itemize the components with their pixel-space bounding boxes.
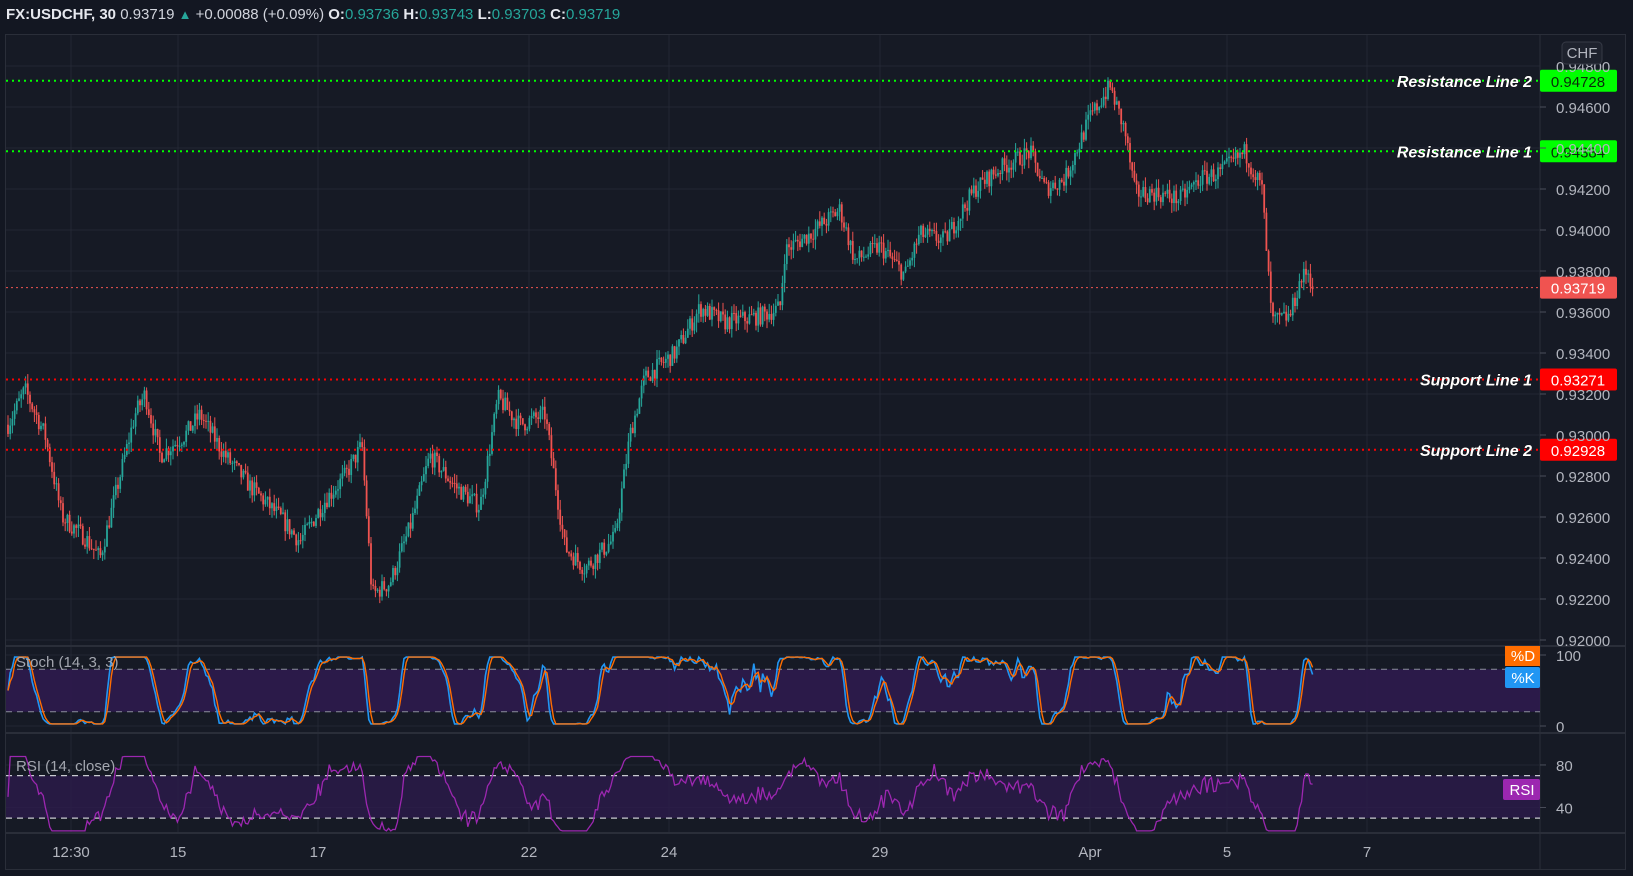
svg-text:CHF: CHF xyxy=(1567,45,1598,62)
time-tick: 7 xyxy=(1363,844,1371,861)
time-tick: 17 xyxy=(310,844,327,861)
symbol-title[interactable]: FX:USDCHF, 30 xyxy=(6,6,117,23)
level-price-tag: 0.92928 xyxy=(1540,438,1617,461)
chart-frame xyxy=(5,34,1626,870)
indicator-tick: 100 xyxy=(1556,648,1581,665)
price-tick: 0.93400 xyxy=(1556,346,1610,363)
high-value: 0.93743 xyxy=(419,6,474,23)
svg-text:RSI: RSI xyxy=(1509,782,1534,799)
time-tick: Apr xyxy=(1078,844,1101,861)
level-resistance-line-1[interactable]: Resistance Line 1 0.94384 xyxy=(6,140,1617,163)
time-tick: 15 xyxy=(170,844,187,861)
svg-text:0.93271: 0.93271 xyxy=(1551,372,1605,389)
low-value: 0.93703 xyxy=(491,6,546,23)
open-label: O: xyxy=(328,6,345,23)
svg-text:%K: %K xyxy=(1511,670,1534,687)
price-tick: 0.92600 xyxy=(1556,510,1610,527)
svg-text:0.94384: 0.94384 xyxy=(1551,144,1605,161)
symbol-header: FX:USDCHF, 30 0.93719 ▲ +0.00088 (+0.09%… xyxy=(6,6,620,28)
price-tick: 0.93800 xyxy=(1556,264,1610,281)
indicator-lines xyxy=(7,654,1314,832)
price-change: +0.00088 (+0.09%) xyxy=(195,6,325,23)
last-price: 0.93719 xyxy=(120,6,175,23)
last-price-tag: 0.93719 xyxy=(1540,276,1617,299)
price-tick: 0.92000 xyxy=(1556,633,1610,650)
high-label: H: xyxy=(403,6,420,23)
level-price-tag: 0.94728 xyxy=(1540,69,1617,92)
stoch-k-tag: %K xyxy=(1505,667,1540,688)
rsi-tag: RSI xyxy=(1503,779,1540,800)
level-price-tag: 0.93271 xyxy=(1540,368,1617,391)
candlestick-series xyxy=(7,77,1314,604)
price-tick: 0.93000 xyxy=(1556,428,1610,445)
stoch-d-line xyxy=(7,656,1314,725)
axes: 0.94600 0.94400 0.94200 0.94000 0.93800 0.936… xyxy=(16,41,1610,861)
time-tick: 5 xyxy=(1223,844,1231,861)
level-label: Resistance Line 1 xyxy=(1397,144,1532,161)
level-label: Resistance Line 2 xyxy=(1397,74,1532,91)
close-label: C: xyxy=(550,6,566,23)
time-tick: 24 xyxy=(661,844,678,861)
price-tick: 0.92400 xyxy=(1556,551,1610,568)
stoch-title[interactable]: Stoch (14, 3, 3) xyxy=(16,654,119,671)
price-tick: 0.92800 xyxy=(1556,469,1610,486)
svg-text:0.94728: 0.94728 xyxy=(1551,74,1605,91)
rsi-line xyxy=(7,755,1313,832)
svg-text:%D: %D xyxy=(1511,648,1535,665)
price-tick: 0.94200 xyxy=(1556,182,1610,199)
svg-text:0.93719: 0.93719 xyxy=(1551,281,1605,298)
svg-text:0.92928: 0.92928 xyxy=(1551,443,1605,460)
level-label: Support Line 1 xyxy=(1420,372,1532,389)
open-value: 0.93736 xyxy=(344,6,400,23)
rsi-title[interactable]: RSI (14, close) xyxy=(16,758,115,775)
indicator-tick: 40 xyxy=(1556,800,1573,817)
price-tick: 0.94400 xyxy=(1556,141,1610,158)
grid-lines xyxy=(6,35,1626,870)
level-price-tag: 0.94384 xyxy=(1540,140,1617,163)
indicator-tick: 80 xyxy=(1556,758,1573,775)
level-support-line-2[interactable]: Support Line 2 0.92928 xyxy=(6,438,1617,461)
level-label: Support Line 2 xyxy=(1420,443,1532,460)
indicator-bands xyxy=(6,668,1540,819)
low-label: L: xyxy=(477,6,492,23)
price-tick: 0.94600 xyxy=(1556,100,1610,117)
price-tick: 0.94000 xyxy=(1556,223,1610,240)
price-tick: 0.92200 xyxy=(1556,592,1610,609)
price-tick: 0.93600 xyxy=(1556,305,1610,322)
price-tick: 0.93200 xyxy=(1556,387,1610,404)
stoch-d-tag: %D xyxy=(1505,646,1540,666)
time-tick: 29 xyxy=(872,844,889,861)
time-tick: 12:30 xyxy=(52,844,90,861)
indicator-tick: 0 xyxy=(1556,719,1564,736)
time-tick: 22 xyxy=(521,844,538,861)
currency-badge[interactable]: CHF xyxy=(1561,41,1603,65)
close-value: 0.93719 xyxy=(565,6,621,23)
level-support-line-1[interactable]: Support Line 1 0.93271 xyxy=(6,368,1617,391)
up-triangle-icon: ▲ xyxy=(178,7,192,22)
level-resistance-line-2[interactable]: Resistance Line 2 0.94728 xyxy=(6,69,1617,92)
